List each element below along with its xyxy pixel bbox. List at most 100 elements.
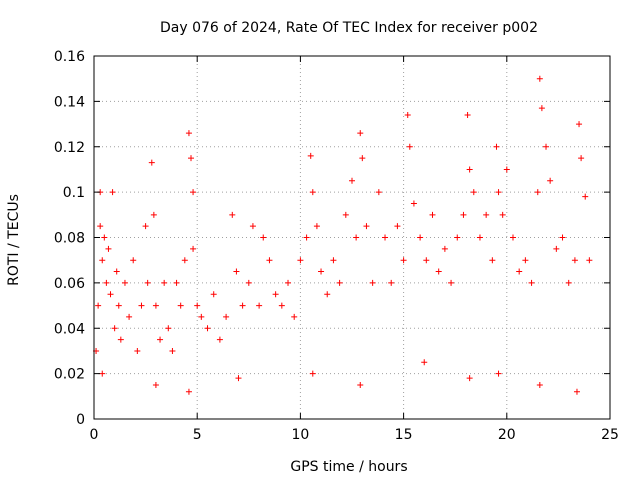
data-point: [429, 211, 436, 218]
x-tick-label: 10: [291, 427, 309, 443]
data-point: [582, 193, 589, 200]
data-point: [536, 381, 543, 388]
y-tick-label: 0.14: [54, 94, 85, 110]
data-point: [285, 279, 292, 286]
data-point: [157, 336, 164, 343]
data-point: [126, 313, 133, 320]
data-point: [223, 313, 230, 320]
data-point: [330, 257, 337, 264]
data-point: [307, 152, 314, 159]
data-point: [394, 223, 401, 230]
data-point: [313, 223, 320, 230]
data-point: [576, 121, 583, 128]
data-point: [107, 291, 114, 298]
data-point: [460, 211, 467, 218]
data-point: [559, 234, 566, 241]
plot-frame: [93, 55, 611, 420]
data-point: [423, 257, 430, 264]
data-point: [105, 245, 112, 252]
data-point: [152, 302, 159, 309]
data-point: [448, 279, 455, 286]
data-point: [534, 189, 541, 196]
data-point: [578, 155, 585, 162]
data-points: [93, 75, 593, 395]
data-point: [357, 381, 364, 388]
y-tick-label: 0: [76, 412, 85, 428]
data-point: [297, 257, 304, 264]
data-point: [528, 279, 535, 286]
data-point: [516, 268, 523, 275]
data-point: [190, 189, 197, 196]
data-point: [406, 143, 413, 150]
data-point: [586, 257, 593, 264]
data-point: [359, 155, 366, 162]
data-point: [435, 268, 442, 275]
data-point: [489, 257, 496, 264]
data-point: [495, 370, 502, 377]
data-point: [476, 234, 483, 241]
data-point: [97, 223, 104, 230]
data-point: [503, 166, 510, 173]
y-axis-label: ROTI / TECUs: [6, 194, 22, 286]
y-tick-label: 0.16: [54, 49, 85, 65]
data-point: [369, 279, 376, 286]
data-point: [138, 302, 145, 309]
data-point: [142, 223, 149, 230]
data-point: [210, 291, 217, 298]
data-point: [256, 302, 263, 309]
data-point: [466, 375, 473, 382]
data-point: [134, 347, 141, 354]
data-point: [410, 200, 417, 207]
y-tick-label: 0.08: [54, 231, 85, 247]
data-point: [266, 257, 273, 264]
data-point: [342, 211, 349, 218]
data-point: [249, 223, 256, 230]
data-point: [353, 234, 360, 241]
x-tick-label: 15: [395, 427, 413, 443]
y-tick-label: 0.04: [54, 321, 85, 337]
chart-title: Day 076 of 2024, Rate Of TEC Index for r…: [160, 20, 538, 36]
data-point: [573, 388, 580, 395]
data-point: [547, 177, 554, 184]
data-point: [318, 268, 325, 275]
data-point: [400, 257, 407, 264]
x-axis: 0 5 10 15 20 25: [90, 56, 619, 443]
data-point: [421, 359, 428, 366]
data-point: [152, 381, 159, 388]
data-point: [177, 302, 184, 309]
grid-lines: [94, 56, 610, 419]
data-point: [522, 257, 529, 264]
data-point: [161, 279, 168, 286]
y-axis: 0 0.02 0.04 0.06 0.08 0.1 0.12 0.14 0.16: [54, 49, 610, 428]
data-point: [404, 111, 411, 118]
data-point: [130, 257, 137, 264]
data-point: [204, 325, 211, 332]
data-point: [148, 159, 155, 166]
data-point: [111, 325, 118, 332]
data-point: [441, 245, 448, 252]
data-point: [115, 302, 122, 309]
data-point: [185, 130, 192, 137]
data-point: [173, 279, 180, 286]
data-point: [303, 234, 310, 241]
data-point: [99, 370, 106, 377]
data-point: [363, 223, 370, 230]
x-axis-label: GPS time / hours: [290, 459, 407, 475]
data-point: [260, 234, 267, 241]
data-point: [194, 302, 201, 309]
data-point: [95, 302, 102, 309]
data-point: [536, 75, 543, 82]
data-point: [185, 388, 192, 395]
data-point: [464, 111, 471, 118]
data-point: [388, 279, 395, 286]
data-point: [198, 313, 205, 320]
data-point: [349, 177, 355, 184]
data-point: [117, 336, 124, 343]
data-point: [239, 302, 246, 309]
data-point: [188, 155, 195, 162]
data-point: [324, 291, 331, 298]
data-point: [375, 189, 382, 196]
y-tick-label: 0.12: [54, 140, 85, 156]
data-point: [229, 211, 236, 218]
